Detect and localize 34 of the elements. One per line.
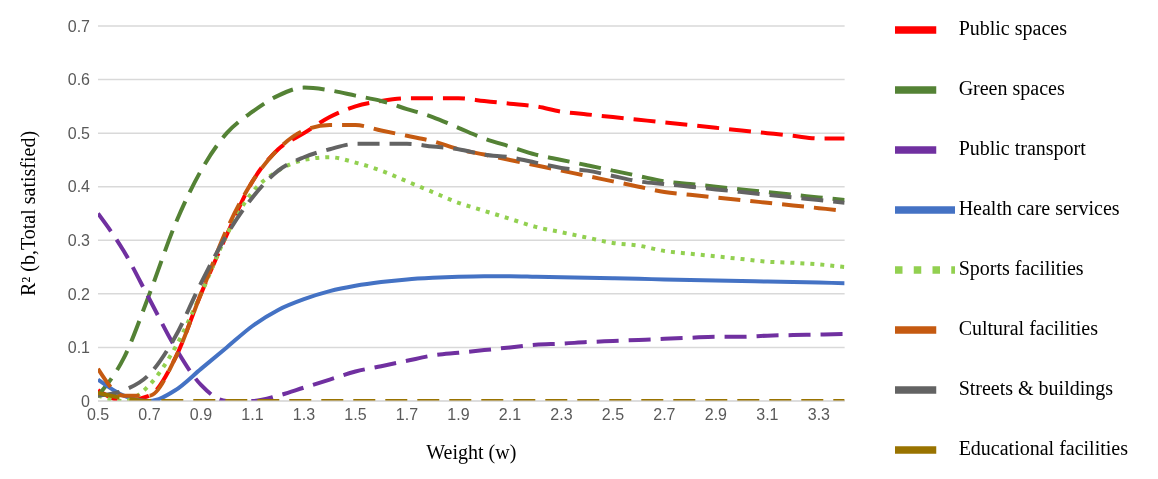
y-axis-title: R² (b,Total satisfied)	[17, 130, 41, 297]
x-tick-label: 1.9	[447, 406, 470, 424]
line-series	[98, 211, 845, 401]
x-tick-label: 0.9	[189, 406, 213, 424]
legend-label: Cultural facilities	[958, 316, 1099, 339]
legend-label: Public transport	[958, 136, 1086, 159]
x-tick-label: 1.7	[395, 406, 419, 424]
x-tick-label: 3.3	[807, 406, 831, 424]
legend-label: Green spaces	[958, 76, 1065, 99]
legend-label: Streets & buildings	[958, 376, 1114, 399]
y-tick-label: 0.3	[67, 231, 91, 249]
x-tick-label: 0.7	[138, 406, 161, 424]
y-tick-label: 0.1	[67, 339, 91, 357]
x-tick-label: 2.5	[601, 406, 625, 424]
y-tick-label: 0.6	[67, 71, 91, 89]
x-axis-title: Weight (w)	[426, 441, 517, 464]
x-tick-label: 2.9	[704, 406, 728, 424]
y-tick-label: 0.2	[67, 285, 91, 303]
line-series	[98, 274, 845, 401]
y-tick-label: 0.4	[67, 178, 91, 196]
x-tick-label: 1.3	[292, 406, 316, 424]
y-tick-label: 0.5	[67, 124, 91, 142]
x-tick-label: 2.3	[550, 406, 573, 424]
legend-label: Public spaces	[958, 16, 1067, 39]
legend-label: Health care services	[958, 196, 1120, 219]
x-tick-label: 0.5	[86, 406, 110, 424]
y-tick-label: 0.7	[67, 17, 91, 35]
x-tick-label: 1.1	[241, 406, 264, 424]
x-tick-label: 2.7	[653, 406, 676, 424]
x-tick-label: 1.5	[344, 406, 367, 424]
legend-label: Sports facilities	[958, 256, 1084, 279]
legend-label: Educational facilities	[958, 436, 1128, 459]
x-tick-label: 2.1	[498, 406, 522, 424]
x-tick-label: 3.1	[756, 406, 779, 424]
